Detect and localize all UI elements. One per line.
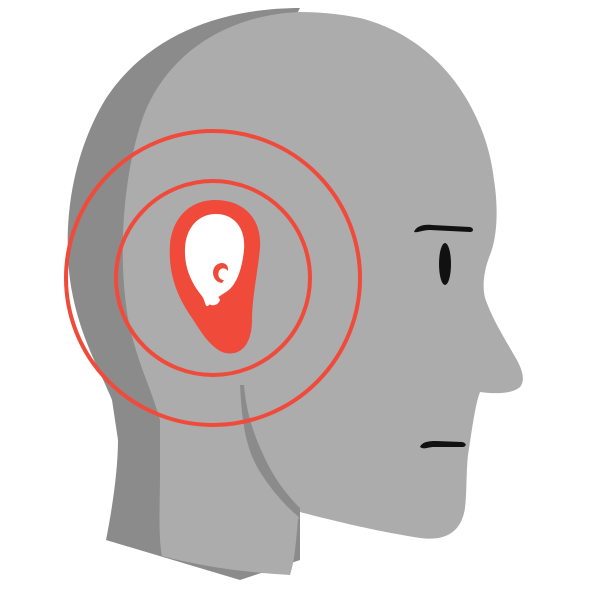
- ear-inner: [184, 214, 245, 307]
- eyebrow: [414, 224, 473, 233]
- outer-sound-ring: [64, 129, 362, 427]
- head-main-shape: [122, 12, 523, 575]
- ear-lobe-tail: [206, 295, 220, 306]
- jaw-shadow: [240, 385, 300, 518]
- ear-tragus: [213, 262, 229, 283]
- mouth: [420, 441, 466, 449]
- eye: [439, 243, 451, 285]
- inner-sound-ring: [114, 179, 312, 377]
